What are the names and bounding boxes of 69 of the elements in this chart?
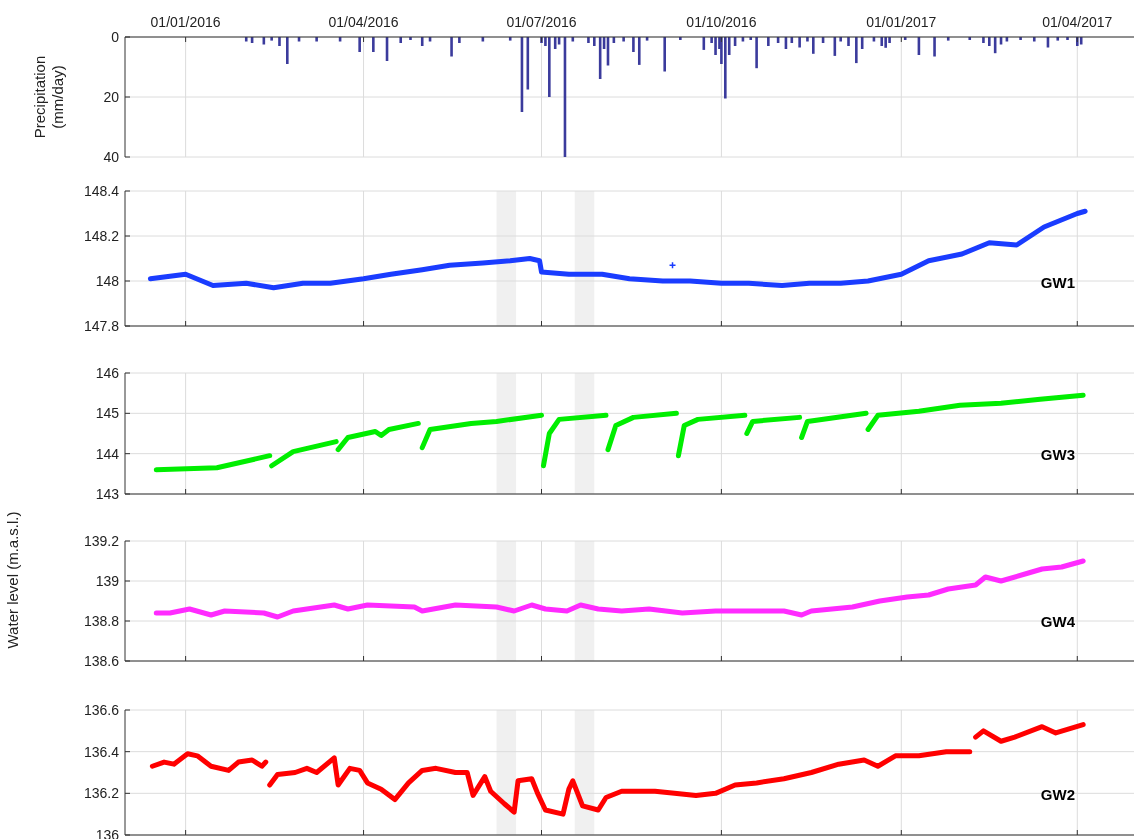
bar [884,37,887,48]
bar [286,37,289,64]
bar [593,37,596,46]
x-tick-label: 01/10/2016 [686,14,757,30]
bar [548,37,551,97]
bar [420,37,424,46]
bar [632,37,635,52]
text: GW2 [1040,786,1075,803]
text: GW1 [1040,274,1075,292]
bar [372,37,375,52]
bar [806,37,809,42]
bar [270,37,273,41]
y-tick-label: 139 [95,573,120,589]
x-tick-label: 01/07/2016 [506,14,577,30]
bar [839,37,842,42]
bar [587,37,590,43]
bar [933,37,936,57]
bar [637,37,641,65]
y-tick-label: 138.6 [83,653,120,669]
bar [358,37,361,52]
text: GW4 [1040,613,1076,631]
bar [724,37,727,99]
bar [767,37,770,46]
bar [982,37,985,43]
bar [855,37,858,64]
bar [571,37,575,42]
bar [450,37,453,57]
bar [1032,37,1036,42]
bar [315,37,318,42]
y-axis-title: Precipitation (mm/day) [31,55,66,139]
y-tick-label: 146 [95,365,120,381]
y-tick-label: 136.2 [83,785,120,802]
y-tick-label: 147.8 [83,318,120,334]
bar [714,37,717,55]
y-tick-label: 148 [95,273,120,289]
bar [399,37,403,43]
bar [1079,37,1083,45]
bar [988,37,991,46]
bar [622,37,625,42]
x-tick-label: 01/04/2016 [328,14,399,30]
y-tick-label: 143 [95,486,120,502]
y-tick-label: 148.2 [83,228,120,244]
bar [798,37,801,48]
bar [847,37,850,46]
y-tick-label: 138.8 [83,613,120,629]
bar [458,37,461,43]
bar [663,37,666,72]
y-tick-label: 136.4 [83,743,120,760]
text: GW3 [1040,446,1075,464]
bar [880,37,884,46]
y-tick-label: 148.4 [83,183,120,199]
bar [508,37,512,41]
y-tick-label: 136.6 [83,702,120,718]
y-tick-label: 144 [95,445,120,462]
y-axis-title: Water level (m.a.s.l.) [4,511,21,649]
bar [946,37,950,41]
y-tick-label: 145 [95,405,120,422]
bar [755,37,758,69]
x-tick-label: 01/01/2016 [150,14,221,30]
x-tick-label: 01/01/2017 [866,14,937,30]
y-tick-label: 20 [103,89,120,105]
x-tick-label: 01/04/2017 [1042,14,1113,30]
bar [1056,37,1060,41]
bar [812,37,815,54]
y-tick-label: 0 [111,29,120,45]
y-tick-label: 40 [103,149,120,165]
bar [278,37,281,46]
y-tick-label: 139.2 [83,533,120,549]
bar [244,37,248,42]
